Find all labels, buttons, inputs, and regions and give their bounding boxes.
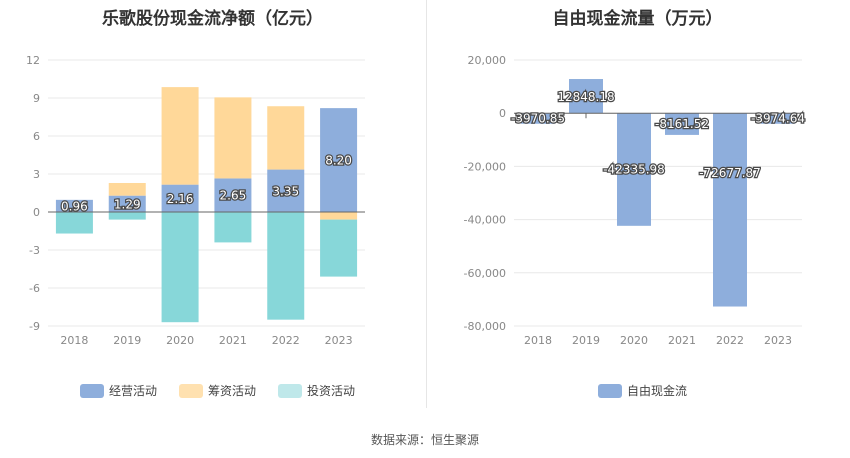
data-label: -3970.85 xyxy=(511,111,565,125)
data-label: 12848.18 xyxy=(557,90,614,104)
free-cash-flow-bar xyxy=(665,113,699,135)
x-tick-label: 2023 xyxy=(764,334,792,347)
free-cash-flow-bar xyxy=(761,113,795,124)
x-tick-label: 2021 xyxy=(219,334,247,347)
x-tick-label: 2022 xyxy=(716,334,744,347)
x-tick-label: 2018 xyxy=(60,334,88,347)
cash-flow-chart: 12 9 6 3 0 -3 -6 -9 2018 2019 2020 2021 2022 2023 0.96… xyxy=(26,54,365,347)
data-label: -8161.52 xyxy=(655,117,709,131)
x-tick-label: 2019 xyxy=(113,334,141,347)
data-label: 8.20 xyxy=(325,154,352,168)
right-chart-title: 自由现金流量（万元） xyxy=(552,9,723,29)
operating-bar xyxy=(214,178,252,212)
financing-bar xyxy=(320,212,358,220)
legend-label: 筹资活动 xyxy=(208,384,257,398)
data-label: -3974.64 xyxy=(751,111,805,125)
y-tick-label: 12 xyxy=(26,54,40,67)
investing-bar xyxy=(267,212,305,320)
y-tick-label: -20,000 xyxy=(464,160,506,173)
y-tick-label: 0 xyxy=(33,206,40,219)
x-tick-label: 2020 xyxy=(166,334,194,347)
x-tick-label: 2018 xyxy=(524,334,552,347)
investing-bar xyxy=(214,212,252,243)
financing-bar xyxy=(108,182,146,196)
right-legend: 自由现金流 xyxy=(598,382,687,399)
free-cash-flow-bar xyxy=(569,79,603,114)
financing-bar xyxy=(267,106,305,170)
y-tick-label: 0 xyxy=(499,107,506,120)
legend-swatch xyxy=(80,383,104,398)
y-tick-label: 9 xyxy=(33,92,40,105)
y-tick-label: 20,000 xyxy=(468,54,507,67)
x-tick-label: 2020 xyxy=(620,334,648,347)
legend-item-free-cash-flow[interactable]: 自由现金流 xyxy=(598,382,687,399)
operating-bar xyxy=(55,199,93,212)
left-chart-title: 乐歌股份现金流净额（亿元） xyxy=(102,9,323,29)
operating-bar xyxy=(320,108,358,212)
legend-label: 自由现金流 xyxy=(627,384,688,398)
operating-bar xyxy=(161,184,199,212)
y-tick-label: -9 xyxy=(29,320,40,333)
y-tick-label: -6 xyxy=(29,282,40,295)
data-label: 2.16 xyxy=(167,192,194,206)
x-tick-label: 2022 xyxy=(272,334,300,347)
legend-label: 经营活动 xyxy=(109,384,158,398)
legend-item-financing[interactable]: 筹资活动 xyxy=(179,382,256,399)
data-label: 2.65 xyxy=(220,189,247,203)
y-tick-label: -60,000 xyxy=(464,267,506,280)
legend-swatch xyxy=(278,383,303,398)
y-tick-label: -80,000 xyxy=(464,320,506,333)
investing-bar xyxy=(55,212,93,234)
investing-bar xyxy=(320,219,358,277)
free-cash-flow-bar xyxy=(713,113,747,307)
data-label: 0.96 xyxy=(61,199,88,213)
financing-bar xyxy=(214,97,252,179)
legend-swatch xyxy=(179,383,204,398)
legend-swatch xyxy=(598,383,622,398)
free-cash-flow-bar xyxy=(521,113,555,124)
y-tick-label: 3 xyxy=(33,168,40,181)
financing-bar xyxy=(161,87,199,185)
data-label: 3.35 xyxy=(272,184,299,198)
data-label: -42335.98 xyxy=(603,163,665,177)
data-label: -72677.87 xyxy=(699,166,761,180)
y-tick-label: 6 xyxy=(33,130,40,143)
left-legend: 经营活动 筹资活动 投资活动 xyxy=(80,382,355,399)
legend-label: 投资活动 xyxy=(307,384,356,398)
y-tick-label: -3 xyxy=(29,244,40,257)
free-cash-flow-bar xyxy=(617,113,651,226)
operating-bar xyxy=(108,195,146,212)
x-tick-label: 2019 xyxy=(572,334,600,347)
investing-bar xyxy=(161,212,199,323)
x-tick-label: 2021 xyxy=(668,334,696,347)
legend-item-operating[interactable]: 经营活动 xyxy=(80,382,157,399)
investing-bar xyxy=(108,212,146,220)
data-source: 数据来源：恒生聚源 xyxy=(370,433,479,447)
legend-item-investing[interactable]: 投资活动 xyxy=(278,382,355,399)
operating-bar xyxy=(267,169,305,212)
x-tick-label: 2023 xyxy=(325,334,353,347)
y-tick-label: -40,000 xyxy=(464,214,506,227)
panel-divider xyxy=(426,0,427,408)
data-label: 1.29 xyxy=(114,197,141,211)
